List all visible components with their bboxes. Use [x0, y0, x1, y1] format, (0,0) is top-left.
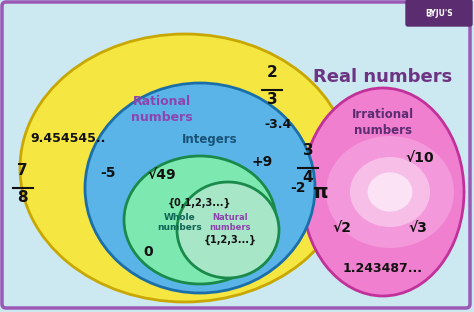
Text: Ⓑ: Ⓑ: [427, 8, 431, 17]
Text: √10: √10: [406, 151, 434, 165]
Text: √3: √3: [409, 221, 428, 235]
Ellipse shape: [20, 34, 350, 302]
Ellipse shape: [124, 156, 276, 284]
Text: 0: 0: [143, 245, 153, 259]
Text: +9: +9: [251, 155, 273, 169]
Text: {0,1,2,3...}: {0,1,2,3...}: [168, 198, 232, 208]
Ellipse shape: [302, 88, 464, 296]
Text: Whole
numbers: Whole numbers: [158, 213, 202, 232]
Text: 1.243487...: 1.243487...: [343, 261, 423, 275]
Text: 7: 7: [17, 163, 27, 178]
Ellipse shape: [326, 136, 454, 248]
Text: 8: 8: [17, 190, 27, 205]
Text: -2: -2: [290, 181, 306, 195]
Text: 9.454545..: 9.454545..: [30, 131, 105, 144]
Text: {1,2,3...}: {1,2,3...}: [203, 235, 256, 245]
Text: Integers: Integers: [182, 133, 238, 146]
Text: 3: 3: [303, 143, 313, 158]
Text: 4: 4: [303, 170, 313, 185]
Text: Rational
numbers: Rational numbers: [131, 95, 193, 124]
Text: Natural
numbers: Natural numbers: [209, 213, 251, 232]
Text: π: π: [312, 183, 328, 202]
Text: -5: -5: [100, 166, 116, 180]
Text: Real numbers: Real numbers: [313, 68, 453, 86]
FancyBboxPatch shape: [406, 0, 472, 26]
Text: -3.4: -3.4: [264, 119, 292, 131]
Text: Irrational
numbers: Irrational numbers: [352, 108, 414, 137]
Ellipse shape: [350, 157, 430, 227]
Text: BYJU'S: BYJU'S: [425, 8, 453, 17]
Ellipse shape: [177, 182, 279, 278]
Ellipse shape: [85, 83, 315, 293]
Text: √2: √2: [332, 221, 352, 235]
FancyBboxPatch shape: [2, 2, 470, 308]
Text: 3: 3: [267, 92, 277, 107]
Text: √49: √49: [148, 168, 176, 182]
Ellipse shape: [368, 173, 412, 212]
Text: 2: 2: [266, 65, 277, 80]
